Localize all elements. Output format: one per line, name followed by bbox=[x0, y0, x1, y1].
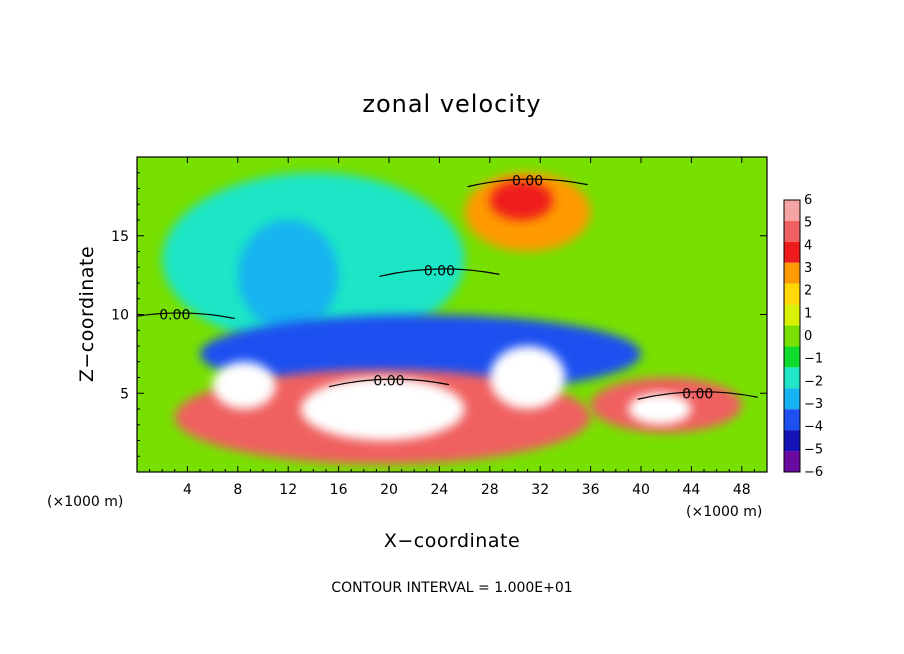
y-tick-label: 15 bbox=[111, 229, 129, 245]
contour-label: 0.00 bbox=[512, 174, 543, 190]
colorbar-tick-label: −1 bbox=[804, 352, 823, 367]
x-axis-title: X−coordinate bbox=[384, 530, 520, 552]
x-unit-label: (×1000 m) bbox=[686, 504, 762, 520]
colorbar-tick-label: 4 bbox=[804, 238, 812, 253]
colorbar-tick-label: −4 bbox=[804, 420, 823, 435]
field-region bbox=[628, 393, 692, 425]
x-tick-label: 28 bbox=[481, 482, 499, 498]
contour-label: 0.00 bbox=[424, 263, 455, 279]
colorbar-swatch bbox=[784, 367, 800, 389]
x-tick-label: 44 bbox=[682, 482, 700, 498]
field-region bbox=[237, 220, 339, 331]
contour-label: 0.00 bbox=[682, 386, 713, 402]
y-axis-title: Z−coordinate bbox=[76, 246, 98, 382]
field-region bbox=[489, 180, 553, 220]
colorbar-tick-label: 6 bbox=[804, 193, 812, 208]
x-tick-label: 24 bbox=[430, 482, 448, 498]
contour-line bbox=[379, 268, 500, 277]
field-region bbox=[300, 377, 465, 441]
x-tick-label: 4 bbox=[183, 482, 192, 498]
contour-label: 0.00 bbox=[159, 308, 190, 324]
contour-line bbox=[637, 391, 758, 400]
contour-labels: 0.00 0.00 0.00 0.00 0.00 bbox=[159, 174, 713, 403]
x-axis: 4 8 12 16 20 24 28 32 36 40 44 48 bbox=[149, 157, 755, 498]
y-axis: 5 10 15 bbox=[111, 172, 767, 457]
colorbar-tick-label: 3 bbox=[804, 261, 812, 276]
contour-line bbox=[328, 378, 450, 388]
plot-area bbox=[136, 156, 768, 473]
colorbar-frame bbox=[783, 199, 801, 473]
colorbar-swatch bbox=[784, 220, 800, 242]
contour-line bbox=[467, 178, 588, 188]
colorbar-tick-label: 5 bbox=[804, 216, 812, 231]
colorbar-swatch bbox=[784, 346, 800, 368]
field-region bbox=[489, 346, 566, 409]
field-region bbox=[212, 361, 276, 409]
colorbar-swatch bbox=[784, 283, 800, 305]
x-tick-label: 32 bbox=[531, 482, 549, 498]
colorbar-swatch bbox=[784, 200, 800, 221]
colorbar-swatch bbox=[784, 241, 800, 263]
x-tick-label: 40 bbox=[632, 482, 650, 498]
x-tick-label: 20 bbox=[380, 482, 398, 498]
x-tick-label: 48 bbox=[733, 482, 751, 498]
y-unit-label: (×1000 m) bbox=[47, 494, 123, 510]
x-tick-label: 8 bbox=[233, 482, 242, 498]
contour-line bbox=[137, 312, 235, 320]
y-tick-label: 10 bbox=[111, 308, 129, 324]
colorbar-swatch bbox=[784, 388, 800, 410]
colorbar-tick-label: −5 bbox=[804, 442, 823, 457]
velocity-field bbox=[137, 157, 767, 472]
chart-title: zonal velocity bbox=[362, 90, 541, 118]
y-tick-label: 5 bbox=[120, 386, 129, 402]
x-tick-label: 12 bbox=[279, 482, 297, 498]
colorbar-swatch bbox=[784, 409, 800, 431]
colorbar-tick-label: −6 bbox=[804, 465, 823, 480]
contour-lines bbox=[137, 178, 758, 400]
contour-label: 0.00 bbox=[373, 374, 404, 390]
x-tick-label: 36 bbox=[582, 482, 600, 498]
colorbar-tick-label: 0 bbox=[804, 329, 812, 344]
colorbar-swatch bbox=[784, 430, 800, 452]
colorbar-tick-label: −3 bbox=[804, 397, 823, 412]
x-tick-label: 16 bbox=[330, 482, 348, 498]
colorbar-tick-label: 1 bbox=[804, 306, 812, 321]
colorbar-tick-label: −2 bbox=[804, 374, 823, 389]
colorbar-swatch bbox=[784, 262, 800, 284]
colorbar-swatch bbox=[784, 451, 800, 472]
colorbar-swatch bbox=[784, 325, 800, 347]
colorbar: 6 5 4 3 2 1 0 −1 −2 −3 −4 −5 −6 bbox=[783, 193, 823, 480]
contour-interval-note: CONTOUR INTERVAL = 1.000E+01 bbox=[331, 580, 572, 596]
colorbar-swatch bbox=[784, 304, 800, 326]
colorbar-tick-label: 2 bbox=[804, 284, 812, 299]
